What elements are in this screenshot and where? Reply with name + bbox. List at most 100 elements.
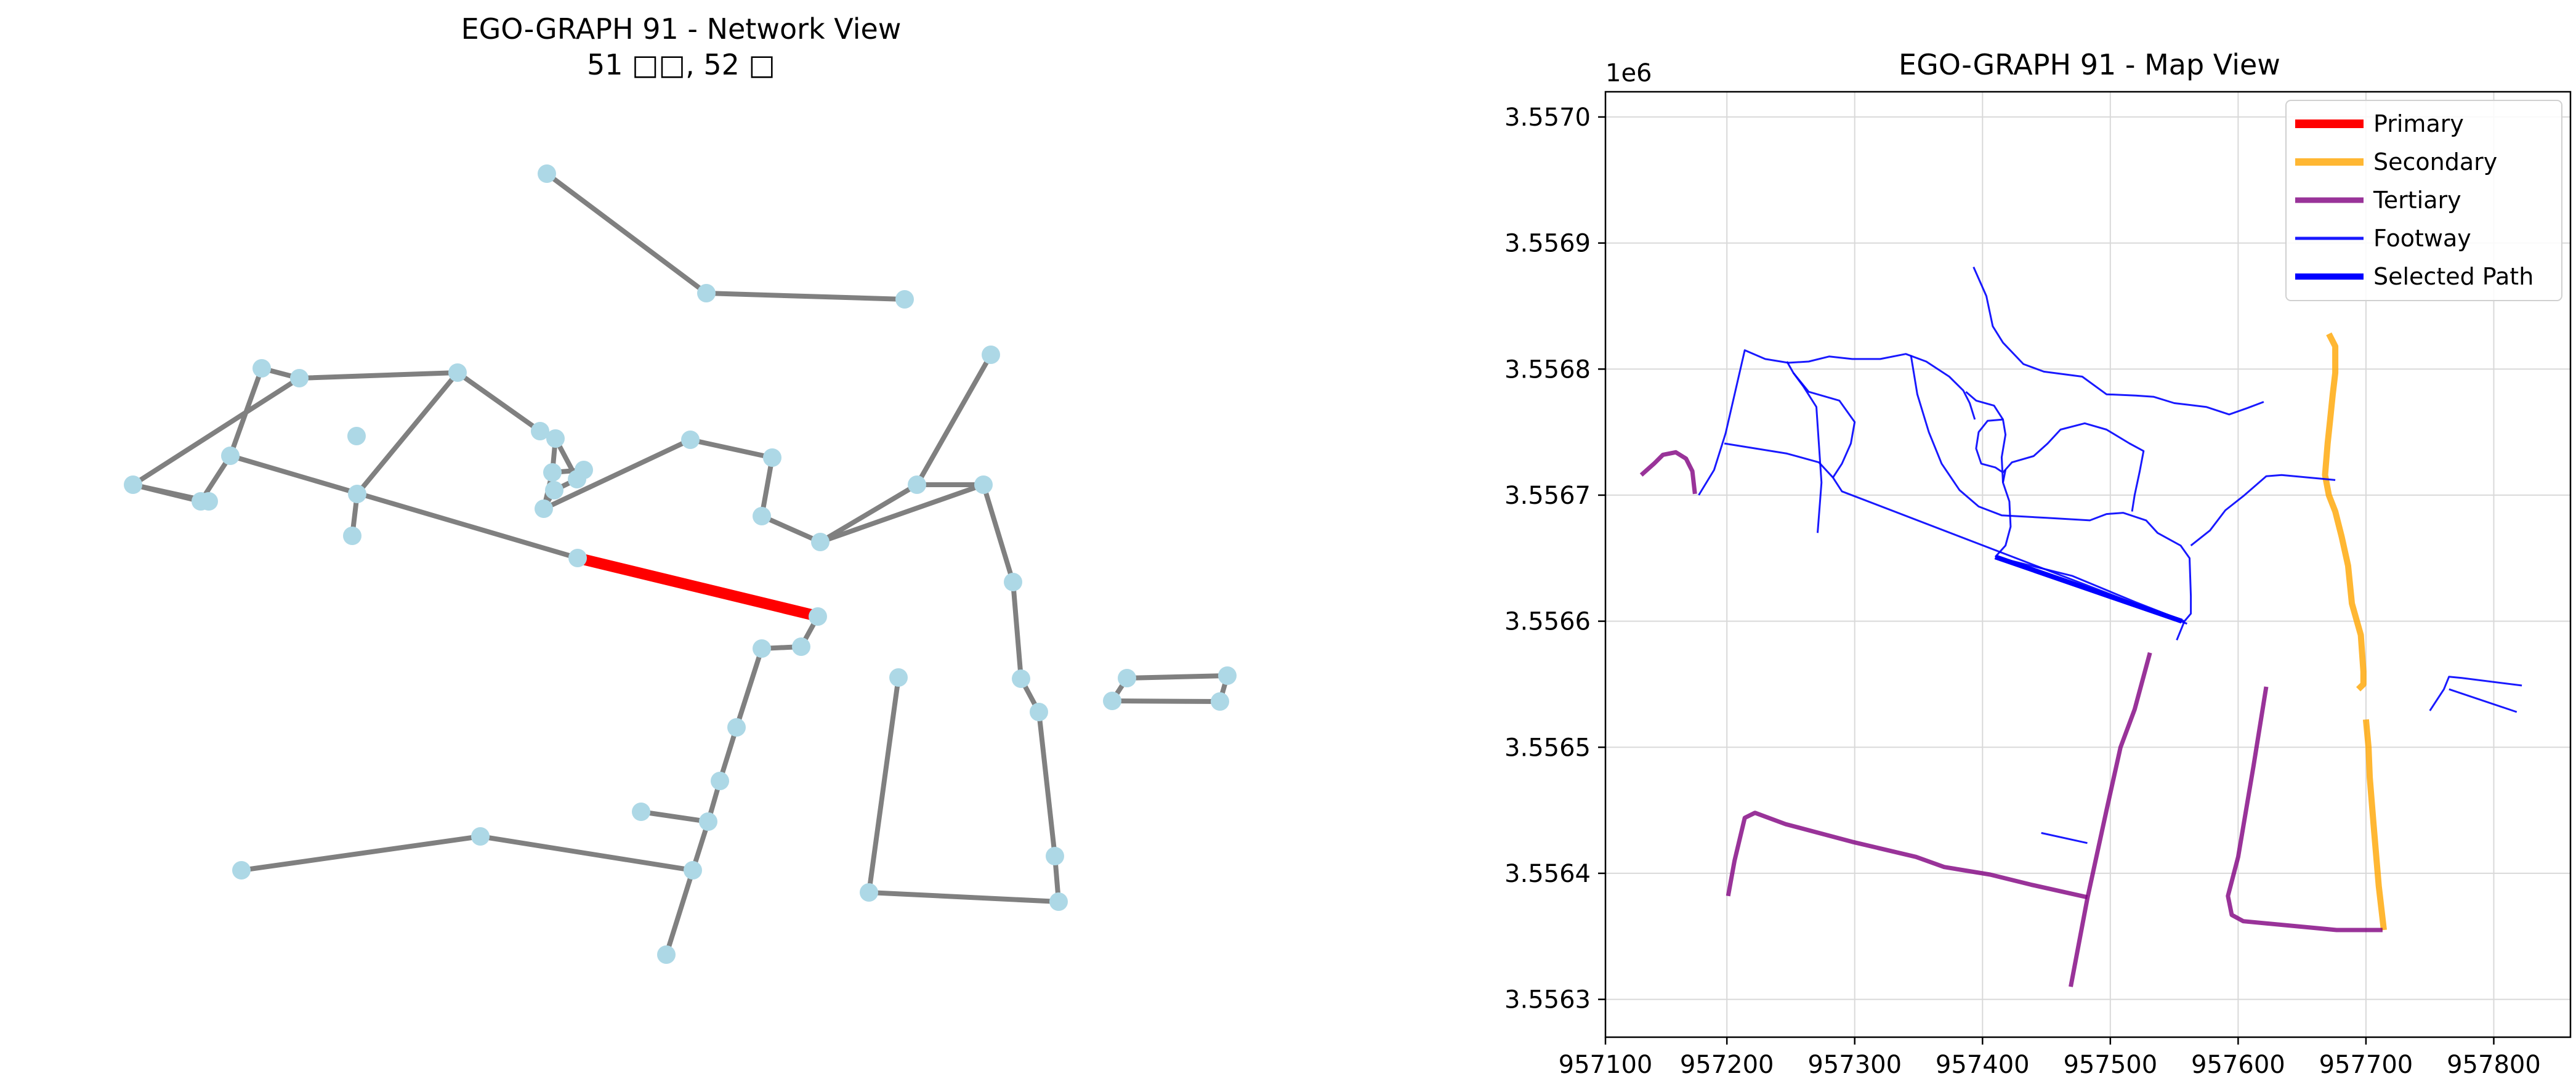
map-line-footway xyxy=(1975,418,2145,512)
map-line-footway xyxy=(1724,442,2187,625)
y-tick-label: 3.5563 xyxy=(1504,986,1591,1014)
network-node xyxy=(1118,669,1136,687)
network-edge xyxy=(818,482,919,544)
network-node xyxy=(727,718,746,737)
network-node xyxy=(471,827,490,846)
network-edge xyxy=(639,809,711,824)
network-edge xyxy=(1124,673,1230,681)
network-node xyxy=(1030,703,1048,721)
network-edge xyxy=(866,675,901,895)
network-node xyxy=(684,861,702,880)
map-line-secondary xyxy=(2322,332,2367,692)
network-node xyxy=(982,346,1000,364)
map-line-tertiary xyxy=(1726,811,2088,900)
network-edge xyxy=(818,482,986,544)
network-node xyxy=(568,470,586,488)
network-node xyxy=(763,448,781,467)
map-line-selected xyxy=(1994,554,2183,624)
network-node xyxy=(860,883,878,902)
network-nodes xyxy=(124,164,1237,964)
map-line-footway xyxy=(2449,688,2517,713)
legend-label-selected: Selected Path xyxy=(2373,263,2534,290)
map-line-tertiary xyxy=(2226,686,2383,932)
y-tick-label: 3.5564 xyxy=(1504,860,1591,888)
legend-label-footway: Footway xyxy=(2373,225,2471,252)
y-offset-label: 1e6 xyxy=(1605,59,1652,87)
network-node xyxy=(681,431,700,449)
network-node xyxy=(753,507,771,525)
network-node xyxy=(792,637,810,656)
network-node xyxy=(221,447,240,465)
network-selected-edge xyxy=(576,552,818,621)
network-node xyxy=(535,499,553,518)
map-line-footway xyxy=(1698,349,1976,496)
network-view-title: EGO-GRAPH 91 - Network View xyxy=(461,12,902,46)
network-node xyxy=(895,290,914,309)
network-node xyxy=(711,772,729,790)
y-tick-label: 3.5570 xyxy=(1504,103,1591,132)
network-edge xyxy=(759,455,775,519)
network-edge xyxy=(717,725,739,783)
network-node xyxy=(889,668,908,687)
network-edge xyxy=(1110,698,1222,704)
network-edge xyxy=(1011,580,1024,681)
map-legend: Primary Secondary Tertiary Footway Selected … xyxy=(2285,100,2562,301)
network-edge xyxy=(759,514,823,544)
x-tick-label: 957100 xyxy=(1559,1051,1653,1079)
map-view-panel: EGO-GRAPH 91 - Map View 1e6 957200 957300… xyxy=(1504,48,2572,1079)
y-tick-label: 3.5567 xyxy=(1504,482,1591,510)
map-line-footway xyxy=(1792,372,1856,479)
network-node xyxy=(1211,692,1229,711)
x-tick-label: 957200 xyxy=(1680,1051,1774,1079)
y-axis-ticks: 3.5563 3.5564 3.5565 3.5566 3.5567 3.5568 3.55… xyxy=(1504,103,1605,1014)
network-node xyxy=(545,481,563,499)
map-line-footway xyxy=(1786,361,1823,533)
network-node xyxy=(1012,669,1030,688)
network-node xyxy=(252,359,271,378)
network-node xyxy=(632,803,650,821)
map-line-footway xyxy=(1972,266,2264,416)
network-node xyxy=(348,485,366,503)
network-node xyxy=(347,427,366,445)
x-tick-label: 957600 xyxy=(2191,1051,2285,1079)
network-view-subtitle: 51 □□, 52 □ xyxy=(587,48,775,81)
y-tick-label: 3.5565 xyxy=(1504,734,1591,762)
network-node xyxy=(1004,573,1022,591)
network-edge xyxy=(239,834,483,873)
map-view-title: EGO-GRAPH 91 - Map View xyxy=(1899,48,2280,81)
network-node xyxy=(1103,692,1121,710)
legend-items: Primary Secondary Tertiary Footway Selected … xyxy=(2295,110,2534,290)
x-tick-label: 957700 xyxy=(2319,1051,2413,1079)
y-tick-label: 3.5568 xyxy=(1504,355,1591,384)
network-edge xyxy=(297,370,460,381)
network-edge xyxy=(866,890,1061,904)
map-line-footway xyxy=(2041,831,2088,844)
x-tick-label: 957300 xyxy=(1807,1051,1902,1079)
legend-frame xyxy=(2285,100,2562,301)
network-node xyxy=(343,527,361,545)
network-edge xyxy=(544,171,709,296)
map-line-footway xyxy=(1965,390,2004,420)
map-axes-frame xyxy=(1604,91,2572,1038)
network-edge xyxy=(688,437,775,460)
y-tick-label: 3.5569 xyxy=(1504,230,1591,258)
network-view-panel: EGO-GRAPH 91 - Network View 51 □□, 52 □ xyxy=(124,12,1237,964)
x-tick-label: 957500 xyxy=(2063,1051,2157,1079)
network-node xyxy=(809,607,827,626)
network-edge xyxy=(478,834,695,873)
network-node xyxy=(908,475,926,494)
legend-label-tertiary: Tertiary xyxy=(2373,187,2461,214)
map-line-footway xyxy=(2429,676,2522,711)
legend-label-secondary: Secondary xyxy=(2373,148,2497,176)
network-node xyxy=(1049,892,1068,911)
network-node xyxy=(697,284,716,302)
network-edge xyxy=(228,453,580,560)
network-node xyxy=(232,861,251,880)
network-node xyxy=(448,363,467,382)
network-edge xyxy=(1036,710,1057,859)
map-lines xyxy=(1639,266,2522,987)
network-node xyxy=(568,549,587,567)
map-line-footway xyxy=(1910,355,2192,641)
